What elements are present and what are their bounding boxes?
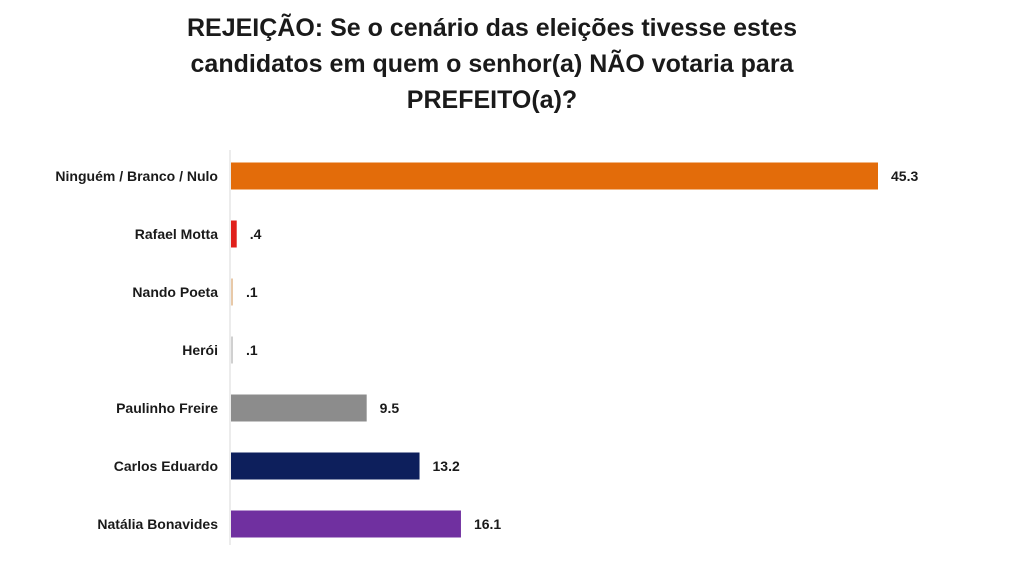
category-label: Paulinho Freire <box>116 400 218 416</box>
bar <box>231 452 420 480</box>
category-label: Herói <box>182 342 218 358</box>
data-label: 13.2 <box>433 458 460 474</box>
bars-layer: Ninguém / Branco / Nulo 45.3 Rafael Motta.… <box>55 162 918 538</box>
bar <box>231 336 233 364</box>
category-label: Nando Poeta <box>132 284 218 300</box>
category-label: Ninguém / Branco / Nulo <box>55 168 218 184</box>
category-label: Rafael Motta <box>135 226 218 242</box>
category-label: Natália Bonavides <box>97 516 218 532</box>
bar <box>231 394 367 422</box>
category-label: Carlos Eduardo <box>114 458 218 474</box>
chart-title-line-2: candidatos em quem o senhor(a) NÃO votar… <box>190 50 794 78</box>
bar <box>231 510 461 538</box>
data-label: .4 <box>250 226 262 242</box>
data-label: .1 <box>246 342 258 358</box>
data-label: 9.5 <box>380 400 400 416</box>
chart-title-line-1: REJEIÇÃO: Se o cenário das eleições tive… <box>186 14 798 42</box>
data-label: 16.1 <box>474 516 501 532</box>
data-label: 45.3 <box>891 168 918 184</box>
bar <box>231 278 233 306</box>
data-label: .1 <box>246 284 258 300</box>
bar <box>231 162 878 190</box>
chart-title: REJEIÇÃO: Se o cenário das eleições tive… <box>112 10 872 118</box>
bar <box>231 220 237 248</box>
chart-title-line-3: PREFEITO(a)? <box>406 86 578 114</box>
